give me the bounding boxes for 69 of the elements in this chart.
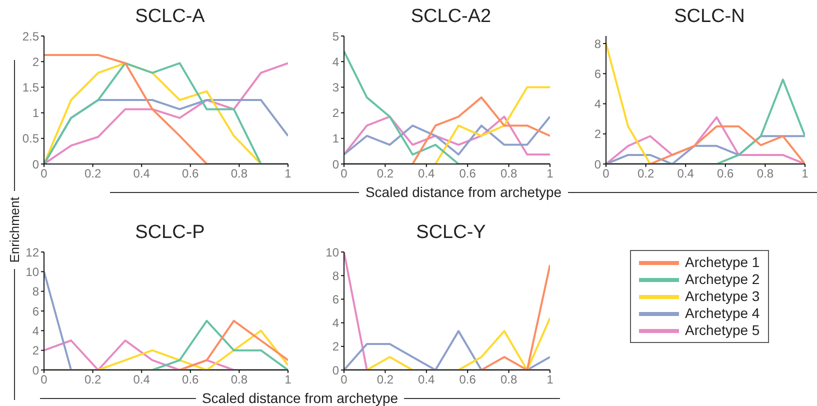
chart-title: SCLC-A bbox=[134, 6, 206, 28]
y-tick-label: 0 bbox=[332, 363, 340, 378]
y-tick-label: 2 bbox=[32, 54, 40, 69]
line-series bbox=[344, 116, 550, 156]
x-tick-label: 0.2 bbox=[376, 372, 394, 387]
y-tick-label: 10 bbox=[326, 245, 340, 260]
x-axis-title: Scaled distance from archetype bbox=[202, 390, 398, 406]
x-tick-label: 0.4 bbox=[133, 372, 150, 387]
y-tick-label: 4 bbox=[594, 97, 602, 112]
x-tick-label: 1 bbox=[546, 372, 554, 387]
x-tick-label: 0.4 bbox=[677, 166, 694, 181]
y-tick-label: 4 bbox=[32, 324, 40, 338]
x-tick-label: 1 bbox=[284, 166, 292, 181]
y-tick-label: 6 bbox=[332, 292, 340, 306]
y-tick-label: 5 bbox=[332, 29, 340, 44]
y-tick-label: 0 bbox=[32, 363, 40, 378]
y-tick-label: 1.5 bbox=[22, 80, 40, 94]
y-tick-label: 2 bbox=[332, 106, 340, 120]
y-tick-label: 8 bbox=[594, 36, 602, 51]
legend-label: Archetype 2 bbox=[685, 271, 760, 288]
y-tick-label: 0.5 bbox=[22, 132, 40, 146]
x-tick-label: 0.2 bbox=[637, 166, 654, 181]
y-tick-label: 10 bbox=[26, 264, 40, 279]
y-tick-label: 12 bbox=[26, 245, 40, 260]
legend-label: Archetype 4 bbox=[685, 305, 760, 322]
x-tick-label: 0.2 bbox=[84, 166, 102, 181]
x-tick-label: 0.4 bbox=[418, 166, 436, 181]
chart-title: SCLC-Y bbox=[415, 222, 487, 244]
x-tick-label: 0.8 bbox=[500, 372, 518, 387]
y-tick-label: 8 bbox=[32, 284, 40, 299]
x-tick-label: 0.8 bbox=[756, 166, 774, 181]
x-tick-label: 0.2 bbox=[84, 372, 102, 387]
chart-title: SCLC-N bbox=[673, 6, 746, 28]
y-tick-label: 8 bbox=[332, 268, 340, 283]
y-tick-label: 2 bbox=[332, 340, 340, 354]
x-tick-label: 0.6 bbox=[182, 372, 200, 387]
y-tick-label: 6 bbox=[32, 304, 40, 318]
x-tick-label: 0.8 bbox=[500, 166, 518, 181]
y-tick-label: 2 bbox=[32, 344, 40, 358]
x-tick-label: 0.6 bbox=[459, 372, 476, 387]
x-axis-title: Scaled distance from archetype bbox=[365, 184, 562, 200]
x-tick-label: 1 bbox=[802, 166, 809, 181]
x-tick-label: 0.4 bbox=[133, 166, 150, 181]
y-tick-label: 6 bbox=[594, 66, 602, 81]
chart-title: SCLC-P bbox=[134, 222, 206, 244]
x-tick-label: 0.6 bbox=[717, 166, 734, 181]
legend-label: Archetype 1 bbox=[685, 254, 760, 271]
legend-label: Archetype 5 bbox=[685, 322, 760, 339]
y-tick-label: 4 bbox=[332, 54, 340, 69]
x-tick-label: 0.4 bbox=[418, 372, 436, 387]
y-tick-label: 1 bbox=[32, 106, 40, 120]
y-axis-title: Enrichment bbox=[6, 197, 22, 263]
y-tick-label: 3 bbox=[332, 80, 340, 94]
y-tick-label: 4 bbox=[332, 316, 340, 330]
x-tick-label: 0.8 bbox=[230, 372, 248, 387]
y-tick-label: 2 bbox=[594, 127, 602, 142]
y-tick-label: 0 bbox=[32, 157, 40, 172]
y-tick-label: 0 bbox=[594, 157, 602, 172]
x-tick-label: 0.8 bbox=[230, 166, 248, 181]
chart-title: SCLC-A2 bbox=[410, 6, 492, 28]
x-tick-label: 0.2 bbox=[376, 166, 394, 181]
x-tick-label: 0.6 bbox=[182, 166, 200, 181]
y-tick-label: 0 bbox=[332, 157, 340, 172]
legend-label: Archetype 3 bbox=[685, 288, 760, 305]
y-tick-label: 2.5 bbox=[22, 29, 40, 44]
x-tick-label: 1 bbox=[546, 166, 554, 181]
x-tick-label: 0.6 bbox=[459, 166, 476, 181]
x-tick-label: 1 bbox=[284, 372, 292, 387]
y-tick-label: 1 bbox=[332, 132, 340, 146]
